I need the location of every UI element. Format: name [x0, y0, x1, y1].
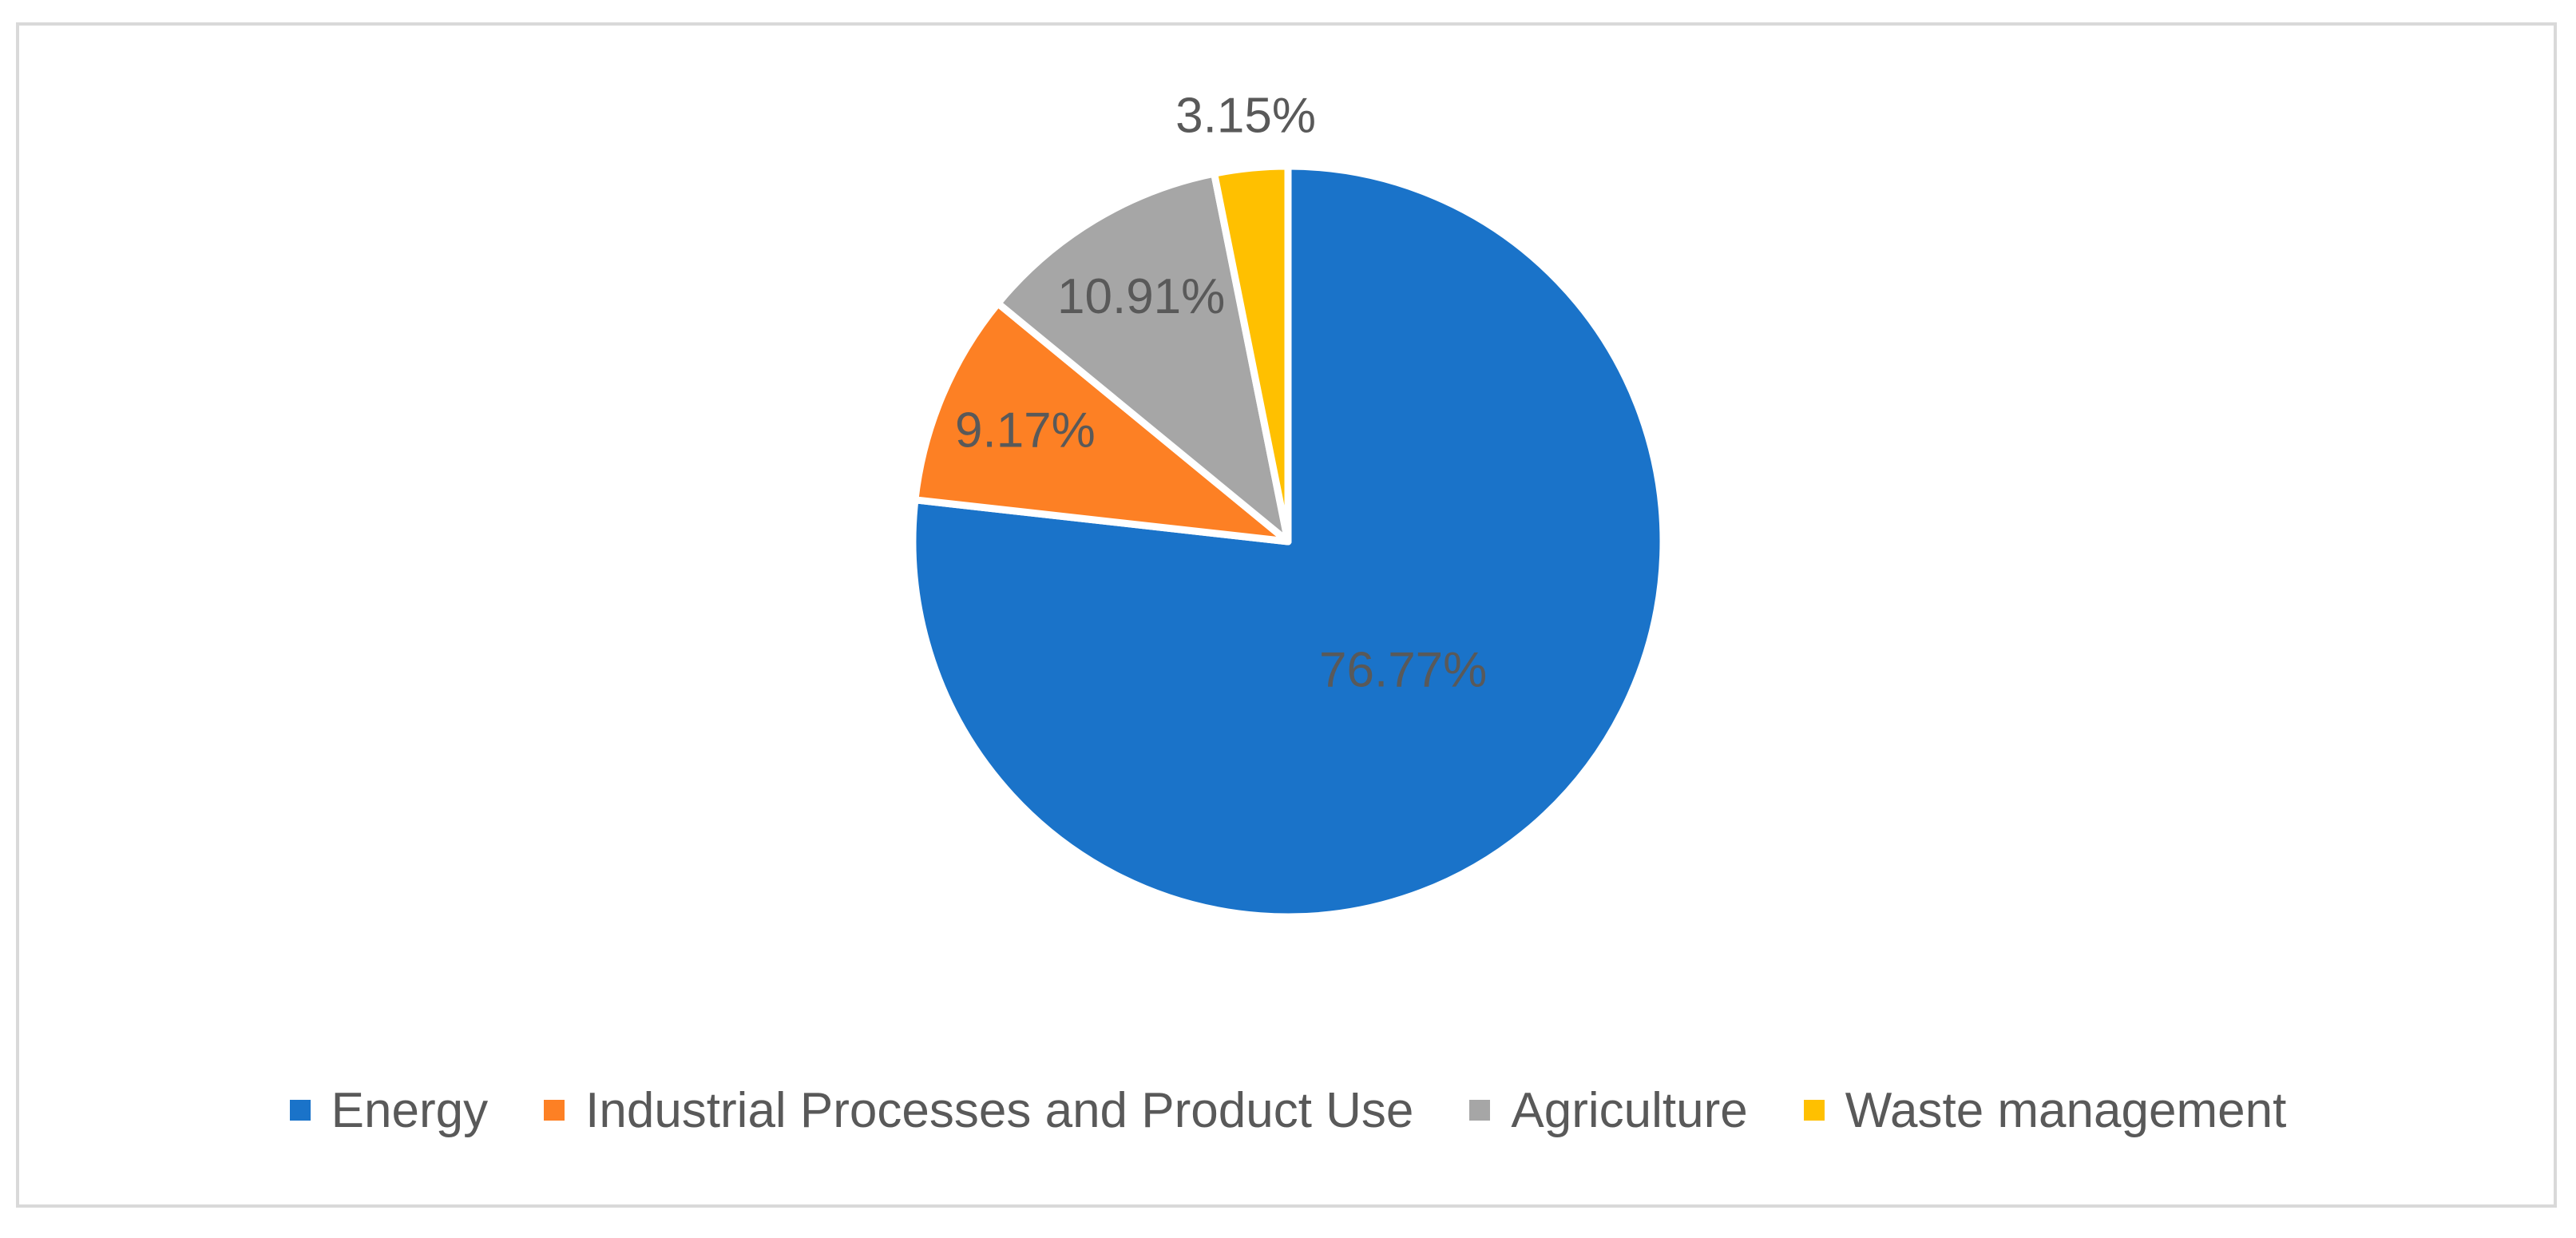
data-label-waste-management: 3.15%	[1175, 88, 1316, 143]
data-label-industrial-processes-and-product-use: 9.17%	[955, 403, 1096, 458]
legend-item-agriculture: Agriculture	[1469, 1082, 1748, 1139]
legend-swatch	[1469, 1100, 1491, 1121]
legend-item-waste-management: Waste management	[1803, 1082, 2287, 1139]
pie-slices	[909, 162, 1667, 921]
pie-data-labels: 76.77% 9.17% 10.91% 3.15%	[955, 88, 1487, 697]
legend-swatch	[289, 1100, 311, 1121]
pie-slice-industrial-processes-and-product-use	[911, 300, 1292, 546]
data-label-energy: 76.77%	[1319, 643, 1487, 698]
legend-label: Waste management	[1845, 1082, 2287, 1138]
legend-label: Energy	[331, 1082, 489, 1138]
legend-swatch	[544, 1100, 565, 1121]
legend-label: Agriculture	[1511, 1082, 1748, 1138]
legend-label: Industrial Processes and Product Use	[585, 1082, 1414, 1138]
pie-slice-waste-management	[1211, 162, 1292, 546]
legend-item-energy: Energy	[289, 1082, 489, 1139]
pie-slice-energy	[909, 162, 1667, 921]
legend: Energy Industrial Processes and Product U…	[0, 1074, 2576, 1146]
pie-slice-agriculture	[994, 169, 1292, 546]
legend-item-industrial-processes-and-product-use: Industrial Processes and Product Use	[544, 1082, 1413, 1139]
data-label-agriculture: 10.91%	[1057, 269, 1225, 324]
legend-swatch	[1803, 1100, 1825, 1121]
